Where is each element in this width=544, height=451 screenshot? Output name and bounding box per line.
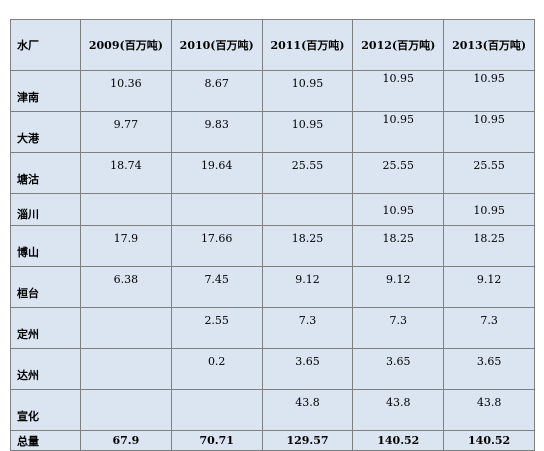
table-row: 桓台 6.38 7.45 9.12 9.12 9.12: [10, 266, 535, 308]
table-cell: 0.2: [170, 348, 263, 390]
table-cell: 9.12: [261, 266, 354, 308]
table-cell: 18.25: [352, 225, 445, 267]
table-cell: 18.74: [80, 152, 172, 194]
table-cell: 3.65: [443, 348, 535, 390]
table-cell: 10.95: [352, 111, 445, 153]
table-cell: 8.67: [170, 70, 263, 112]
table-cell: 6.38: [80, 266, 172, 308]
table-cell: 9.12: [352, 266, 445, 308]
header-year: 2011(百万吨): [261, 19, 354, 71]
table-cell: 9.77: [80, 111, 172, 153]
table-cell: 3.65: [352, 348, 445, 390]
total-cell: 70.71: [170, 430, 263, 451]
plant-name: 博山: [10, 225, 81, 267]
table-row: 津南 10.36 8.67 10.95 10.95 10.95: [10, 70, 535, 112]
table-cell: [80, 389, 172, 431]
plant-name: 津南: [10, 70, 81, 112]
table-cell: 10.95: [443, 70, 535, 112]
table-cell: 17.66: [170, 225, 263, 267]
header-year: 2010(百万吨): [170, 19, 263, 71]
table-cell: 18.25: [443, 225, 535, 267]
plant-name: 定州: [10, 307, 81, 349]
table-cell: [170, 389, 263, 431]
table-cell: 19.64: [170, 152, 263, 194]
plant-name: 塘沽: [10, 152, 81, 194]
table-cell: 25.55: [261, 152, 354, 194]
table-row: 博山 17.9 17.66 18.25 18.25 18.25: [10, 225, 535, 267]
table-cell: 10.95: [261, 111, 354, 153]
table-cell: 2.55: [170, 307, 263, 349]
header-plant: 水厂: [10, 19, 81, 71]
table-cell: [170, 193, 263, 226]
plant-name: 达州: [10, 348, 81, 390]
table-cell: 9.83: [170, 111, 263, 153]
total-cell: 140.52: [352, 430, 445, 451]
table-cell: 10.95: [352, 193, 445, 226]
header-year: 2013(百万吨): [443, 19, 535, 71]
plant-name: 桓台: [10, 266, 81, 308]
table-cell: 3.65: [261, 348, 354, 390]
header-year: 2012(百万吨): [352, 19, 445, 71]
table-cell: 7.3: [261, 307, 354, 349]
table-cell: 9.12: [443, 266, 535, 308]
table-cell: 43.8: [261, 389, 354, 431]
header-row: 水厂 2009(百万吨) 2010(百万吨) 2011(百万吨) 2012(百万…: [10, 19, 535, 71]
table-cell: 10.36: [80, 70, 172, 112]
total-row: 总量 67.9 70.71 129.57 140.52 140.52: [10, 430, 535, 451]
total-cell: 140.52: [443, 430, 535, 451]
table-cell: 10.95: [443, 193, 535, 226]
table-row: 定州 2.55 7.3 7.3 7.3: [10, 307, 535, 349]
table-row: 宣化 43.8 43.8 43.8: [10, 389, 535, 431]
table-cell: [80, 307, 172, 349]
plant-name: 淄川: [10, 193, 81, 226]
table-row: 淄川 10.95 10.95: [10, 193, 535, 226]
table-row: 塘沽 18.74 19.64 25.55 25.55 25.55: [10, 152, 535, 194]
table-cell: 10.95: [261, 70, 354, 112]
table-cell: 10.95: [443, 111, 535, 153]
plant-name: 宣化: [10, 389, 81, 431]
total-cell: 129.57: [261, 430, 354, 451]
table-row: 达州 0.2 3.65 3.65 3.65: [10, 348, 535, 390]
table-cell: 43.8: [352, 389, 445, 431]
table-cell: 7.3: [352, 307, 445, 349]
table-cell: [80, 348, 172, 390]
header-year: 2009(百万吨): [80, 19, 172, 71]
table-cell: 43.8: [443, 389, 535, 431]
water-plant-table: 水厂 2009(百万吨) 2010(百万吨) 2011(百万吨) 2012(百万…: [10, 19, 535, 451]
table-cell: 7.45: [170, 266, 263, 308]
table-cell: [80, 193, 172, 226]
total-cell: 67.9: [80, 430, 172, 451]
table-cell: [261, 193, 354, 226]
table-cell: 18.25: [261, 225, 354, 267]
table-cell: 17.9: [80, 225, 172, 267]
table-cell: 7.3: [443, 307, 535, 349]
table-cell: 10.95: [352, 70, 445, 112]
total-label: 总量: [10, 430, 81, 451]
table-row: 大港 9.77 9.83 10.95 10.95 10.95: [10, 111, 535, 153]
plant-name: 大港: [10, 111, 81, 153]
table-cell: 25.55: [443, 152, 535, 194]
table-cell: 25.55: [352, 152, 445, 194]
